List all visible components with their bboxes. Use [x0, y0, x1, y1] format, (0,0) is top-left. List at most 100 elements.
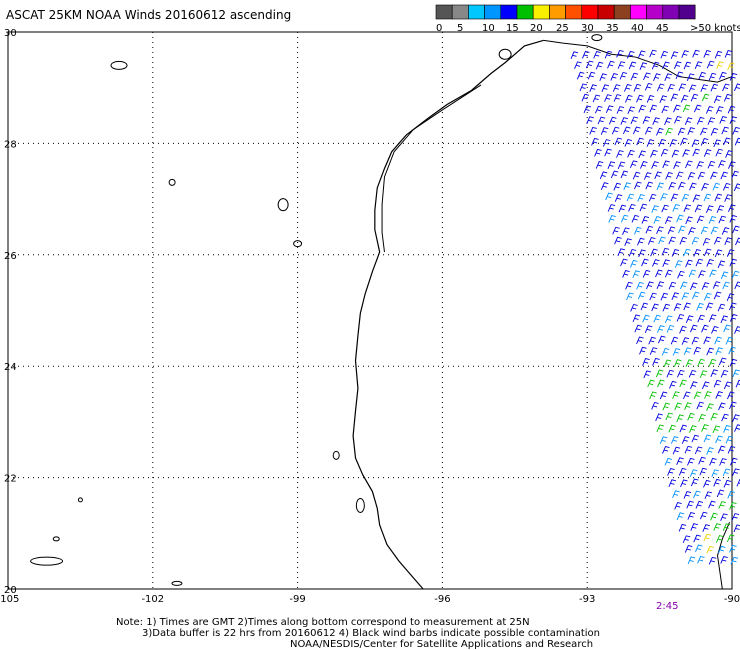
wind-barb: [703, 479, 711, 488]
lake-outline: [277, 198, 289, 212]
wind-barb: [687, 556, 696, 565]
wind-barb: [689, 182, 697, 191]
lat-tick-label: 22: [4, 474, 17, 485]
wind-barb: [700, 137, 709, 146]
wind-barb: [653, 73, 661, 81]
wind-barb: [681, 50, 689, 58]
wind-barb: [692, 194, 701, 203]
wind-barb: [710, 171, 718, 180]
wind-barb: [732, 225, 740, 234]
wind-barb: [729, 302, 737, 311]
wind-barb: [637, 194, 645, 202]
wind-barb: [703, 292, 712, 301]
wind-barb: [682, 149, 690, 157]
lake-outline: [498, 48, 512, 60]
wind-barb: [610, 170, 619, 179]
lon-tick-label: -102: [141, 594, 164, 605]
wind-barb: [701, 381, 710, 390]
wind-barb: [620, 117, 628, 125]
wind-barb: [725, 435, 734, 444]
wind-barb: [716, 205, 725, 213]
wind-barb: [668, 479, 677, 487]
wind-barb: [625, 94, 633, 103]
wind-barb: [630, 303, 638, 312]
map-title: ASCAT 25KM NOAA Winds 20160612 ascending: [6, 8, 292, 22]
wind-barb: [726, 249, 735, 257]
wind-barb: [687, 172, 696, 180]
wind-barb: [697, 171, 706, 180]
wind-barb: [718, 215, 726, 224]
lake-outline: [171, 580, 183, 586]
wind-barb: [701, 93, 710, 102]
wind-barb: [734, 326, 740, 334]
wind-barb: [645, 181, 653, 190]
wind-barb: [718, 501, 726, 509]
wind-barb: [673, 61, 682, 69]
wind-barb: [667, 83, 675, 92]
wind-barb: [645, 225, 654, 234]
wind-barb: [689, 282, 698, 291]
wind-barb: [643, 72, 651, 81]
barrier-island: [381, 84, 482, 253]
wind-barb: [669, 139, 678, 147]
wind-barb: [643, 370, 651, 379]
wind-barb: [706, 447, 714, 455]
wind-barb: [634, 324, 642, 333]
wind-barb: [672, 204, 680, 212]
wind-barb: [659, 391, 668, 400]
wind-barb: [673, 359, 682, 367]
wind-barb: [630, 259, 638, 268]
wind-barb: [684, 117, 693, 126]
wind-barb: [703, 533, 711, 542]
wind-barb: [574, 61, 582, 70]
wind-barb: [726, 293, 735, 301]
wind-barb: [696, 401, 704, 410]
wind-barb: [715, 435, 723, 444]
wind-barb: [627, 106, 635, 115]
wind-barb: [672, 391, 680, 399]
wind-barb: [592, 94, 601, 103]
wind-barb: [732, 126, 740, 135]
wind-barb: [651, 303, 659, 312]
wind-barb: [619, 71, 628, 80]
wind-barb: [675, 71, 684, 80]
wind-barb: [662, 402, 670, 411]
wind-barb: [701, 282, 710, 290]
lat-tick-label: 24: [4, 362, 17, 373]
wind-barb: [620, 214, 629, 223]
wind-barb: [662, 61, 670, 70]
wind-barb: [698, 413, 706, 422]
wind-barb: [651, 161, 659, 169]
wind-barb: [644, 126, 653, 135]
wind-barb: [668, 424, 676, 433]
wind-barb: [581, 93, 590, 102]
lake-outline: [110, 60, 128, 70]
wind-barb: [702, 237, 711, 246]
wind-barb: [734, 83, 740, 92]
wind-barb: [650, 149, 658, 158]
wind-barb: [639, 346, 647, 355]
wind-barb: [650, 248, 658, 257]
wind-barb: [688, 269, 697, 278]
wind-barb: [730, 457, 738, 466]
wind-barb: [677, 127, 686, 136]
scale-swatch: [678, 4, 696, 20]
lat-tick-label: 28: [4, 139, 17, 150]
wind-barb: [720, 271, 729, 280]
wind-barb: [622, 227, 630, 236]
wind-barb: [690, 381, 698, 389]
wind-barb: [713, 236, 722, 245]
wind-barb: [649, 104, 658, 113]
wind-barb: [720, 315, 729, 324]
wind-barb: [679, 424, 688, 433]
wind-barb: [646, 95, 655, 103]
coastline: [352, 39, 544, 590]
wind-barb: [666, 324, 675, 333]
wind-barb: [693, 534, 701, 543]
lake-outline: [77, 497, 83, 503]
scale-label: 10: [482, 23, 495, 34]
wind-barb: [694, 61, 703, 69]
wind-barb: [661, 105, 669, 114]
wind-barb: [727, 62, 735, 71]
lake-outline: [355, 497, 365, 513]
